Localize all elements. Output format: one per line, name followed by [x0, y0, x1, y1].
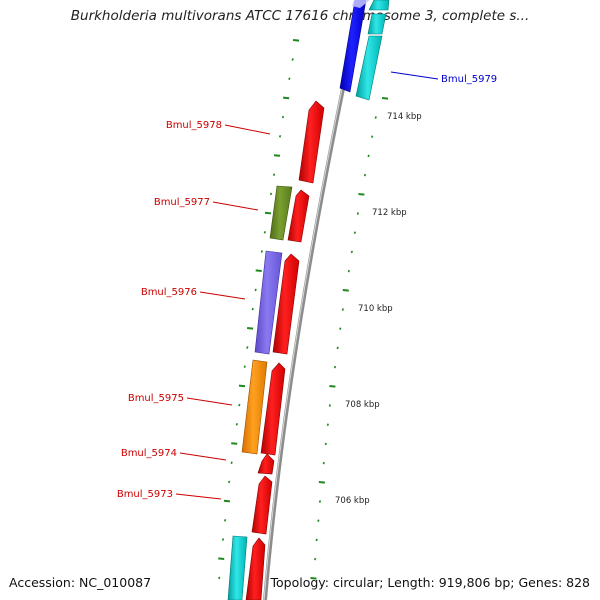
tick-mark [223, 499, 230, 503]
tick-mark [318, 500, 322, 503]
tick-mark [255, 269, 262, 272]
tick-mark [322, 461, 326, 465]
tick-mark [356, 212, 360, 215]
gene-bmul-5979[interactable] [339, 0, 370, 93]
tick-mark [363, 173, 367, 177]
gene-red-3[interactable] [272, 253, 300, 355]
gene-label-bmul-5974[interactable]: Bmul_5974 [121, 448, 177, 459]
tick-mark [313, 557, 317, 561]
tick-mark [341, 308, 345, 311]
tick-mark [251, 307, 254, 311]
tick-mark [221, 538, 225, 541]
leader-line-bmul-5974 [179, 452, 227, 461]
tick-mark [260, 250, 264, 253]
tick-mark [247, 327, 254, 330]
tick-mark [263, 230, 267, 234]
tick-mark [238, 403, 241, 407]
tick-mark [370, 135, 374, 139]
tick-mark [328, 404, 332, 407]
gene-cyan-bottom[interactable] [227, 535, 248, 600]
inner-tick-ring [310, 97, 389, 580]
leader-line-bmul-5976 [199, 291, 246, 300]
tick-mark [246, 346, 249, 349]
map-title: Burkholderia multivorans ATCC 17616 chro… [70, 8, 530, 24]
tick-mark [223, 518, 227, 522]
gene-red-2[interactable] [287, 189, 310, 243]
tick-mark [347, 269, 351, 273]
leader-line-bmul-5978 [224, 124, 271, 135]
tick-mark [333, 365, 337, 369]
gene-bmul-5974[interactable] [257, 453, 275, 475]
tick-mark [324, 442, 328, 446]
tick-mark [272, 173, 276, 177]
gene-red-4[interactable] [260, 362, 286, 456]
tick-mark [254, 288, 257, 292]
tick-mark [317, 519, 320, 523]
coordinate-label-706: 706 kbp [335, 496, 370, 506]
leader-line-bmul-5977 [212, 201, 259, 211]
tick-mark [310, 577, 317, 580]
outer-tick-ring [218, 39, 300, 580]
tick-mark [264, 211, 272, 215]
gene-label-bmul-5977[interactable]: Bmul_5977 [154, 197, 210, 208]
tick-mark [374, 116, 377, 119]
tick-mark [358, 193, 365, 196]
tick-mark [315, 538, 318, 542]
coordinate-label-710: 710 kbp [358, 304, 393, 314]
tick-mark [269, 192, 273, 196]
coordinate-label-708: 708 kbp [345, 400, 380, 410]
accession-text: Accession: NC_010087 [9, 575, 152, 590]
gene-bmul-5978[interactable] [298, 100, 325, 184]
tick-mark [339, 327, 342, 331]
tick-mark [326, 423, 330, 427]
leader-line-bmul-5975 [186, 397, 233, 406]
tick-mark [329, 385, 336, 388]
tick-mark [288, 77, 291, 81]
genome-stats-text: Topology: circular; Length: 919,806 bp; … [270, 575, 591, 590]
gene-label-bmul-5975[interactable]: Bmul_5975 [128, 393, 184, 404]
tick-mark [218, 576, 221, 580]
tick-mark [235, 422, 239, 426]
gene-label-bmul-5979[interactable]: Bmul_5979 [441, 74, 497, 85]
gene-label-bmul-5978[interactable]: Bmul_5978 [166, 120, 222, 131]
tick-mark [381, 97, 389, 100]
gene-label-bmul-5976[interactable]: Bmul_5976 [141, 287, 197, 298]
gene-bmul-5977[interactable] [269, 185, 293, 241]
tick-mark [367, 154, 370, 158]
leader-line-bmul-5973 [175, 493, 222, 500]
tick-mark [350, 250, 354, 254]
tick-mark [291, 58, 294, 61]
coordinate-label-712: 712 kbp [372, 208, 407, 218]
tick-mark [278, 134, 282, 138]
tick-mark [292, 39, 300, 42]
tick-mark [230, 461, 233, 465]
gene-bmul-5976[interactable] [254, 250, 283, 355]
tick-mark [218, 557, 225, 560]
gene-bmul-5975[interactable] [241, 359, 268, 455]
tick-mark [227, 480, 231, 484]
gene-cyan-top[interactable] [355, 0, 390, 101]
tick-mark [353, 231, 357, 235]
gene-bmul-5973[interactable] [251, 475, 273, 535]
tick-mark [243, 365, 246, 369]
tick-mark [281, 115, 285, 119]
tick-mark [231, 442, 238, 445]
tick-mark [318, 481, 325, 484]
tick-mark [273, 154, 281, 157]
tick-mark [342, 289, 349, 292]
tick-mark [283, 96, 290, 100]
coordinate-label-714: 714 kbp [387, 112, 422, 122]
tick-mark [336, 346, 339, 350]
gene-red-bottom[interactable] [245, 537, 266, 600]
tick-mark [238, 384, 246, 388]
leader-line-bmul-5979 [390, 71, 439, 80]
gene-label-bmul-5973[interactable]: Bmul_5973 [117, 489, 173, 500]
